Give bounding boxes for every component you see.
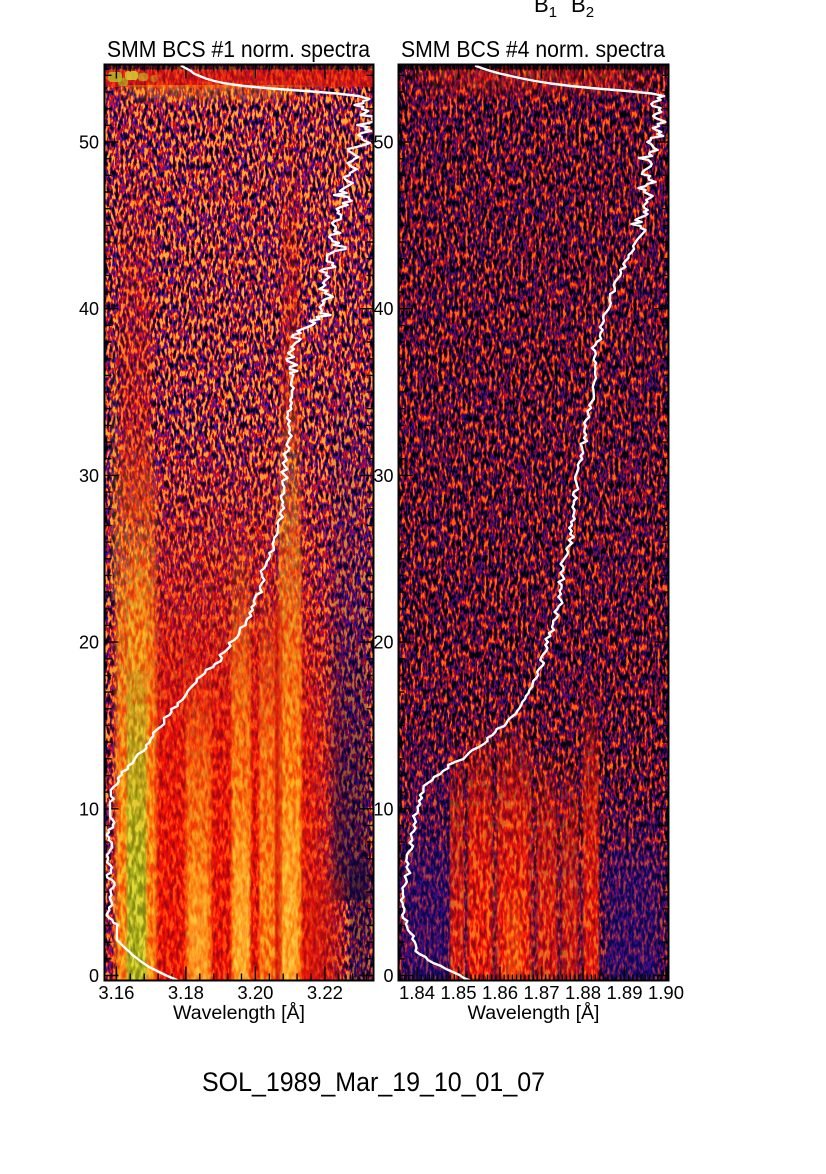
svg-text:1.88: 1.88 xyxy=(565,982,601,1003)
svg-text:0: 0 xyxy=(383,966,393,986)
svg-text:10: 10 xyxy=(79,799,99,819)
svg-text:30: 30 xyxy=(373,466,393,486)
svg-text:50: 50 xyxy=(79,133,99,153)
svg-text:3.18: 3.18 xyxy=(168,982,204,1003)
svg-text:20: 20 xyxy=(79,633,99,653)
svg-text:1.89: 1.89 xyxy=(606,982,642,1003)
svg-text:SOL_1989_Mar_19_10_01_07: SOL_1989_Mar_19_10_01_07 xyxy=(202,1067,545,1097)
svg-text:Wavelength [Å]: Wavelength [Å] xyxy=(173,1003,305,1024)
svg-text:50: 50 xyxy=(373,133,393,153)
svg-text:3.16: 3.16 xyxy=(98,982,134,1003)
svg-text:1.84: 1.84 xyxy=(399,982,435,1003)
svg-text:Wavelength [Å]: Wavelength [Å] xyxy=(468,1003,600,1024)
svg-text:1.90: 1.90 xyxy=(648,982,684,1003)
svg-text:B1: B1 xyxy=(534,0,557,21)
svg-text:10: 10 xyxy=(373,799,393,819)
svg-text:B2: B2 xyxy=(571,0,594,21)
svg-text:1.85: 1.85 xyxy=(440,982,476,1003)
svg-text:0: 0 xyxy=(89,966,99,986)
svg-text:3.20: 3.20 xyxy=(237,982,273,1003)
svg-text:30: 30 xyxy=(79,466,99,486)
svg-text:40: 40 xyxy=(373,299,393,319)
svg-text:1.87: 1.87 xyxy=(523,982,559,1003)
svg-text:20: 20 xyxy=(373,633,393,653)
svg-text:3.22: 3.22 xyxy=(307,982,343,1003)
svg-text:SMM BCS #4 norm. spectra: SMM BCS #4 norm. spectra xyxy=(401,36,665,62)
svg-text:1.86: 1.86 xyxy=(482,982,518,1003)
svg-text:40: 40 xyxy=(79,299,99,319)
svg-text:SMM BCS #1 norm. spectra: SMM BCS #1 norm. spectra xyxy=(107,36,370,62)
